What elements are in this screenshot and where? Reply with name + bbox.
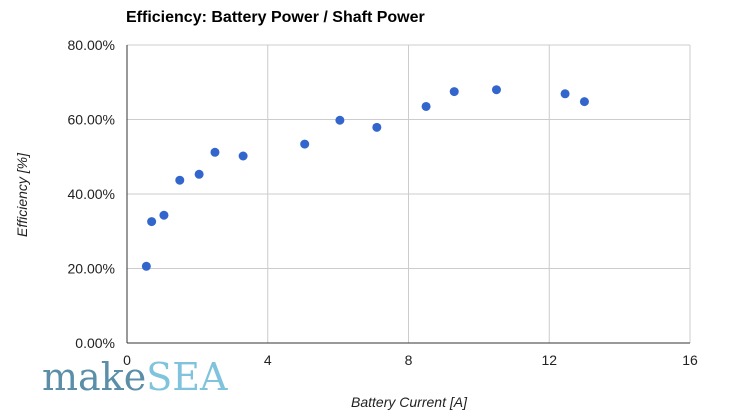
axes (126, 45, 690, 344)
gridlines (127, 44, 691, 343)
data-point (449, 87, 459, 97)
y-tick-label: 0.00% (75, 335, 115, 351)
data-point (300, 139, 310, 149)
data-point (141, 261, 151, 271)
data-point (147, 217, 157, 227)
data-point (421, 101, 431, 111)
logo-make-text: make (42, 355, 146, 399)
data-point (175, 175, 185, 185)
chart-title: Efficiency: Battery Power / Shaft Power (126, 9, 425, 26)
logo-sea-text: SEA (146, 355, 228, 399)
data-point (335, 115, 345, 125)
y-tick-label: 20.00% (68, 261, 115, 277)
data-point (579, 97, 589, 107)
x-axis-label: Battery Current [A] (351, 394, 468, 410)
y-tick-label: 60.00% (68, 112, 115, 128)
x-tick-label: 8 (405, 352, 413, 368)
y-axis-label: Efficiency [%] (14, 152, 30, 237)
x-tick-label: 0 (123, 352, 131, 368)
x-tick-label: 4 (264, 352, 272, 368)
data-point (238, 151, 248, 161)
makesea-logo: makeSEA (42, 355, 228, 399)
data-point (159, 210, 169, 220)
y-tick-label: 80.00% (68, 37, 115, 53)
tick-labels: 0.00% 20.00% 40.00% 60.00% 80.00% 0 4 8 12 16 (68, 37, 698, 368)
y-tick-label: 40.00% (68, 186, 115, 202)
x-tick-label: 16 (682, 352, 698, 368)
x-tick-label: 12 (541, 352, 557, 368)
data-point (560, 89, 570, 99)
data-point (194, 169, 204, 179)
data-points (141, 85, 589, 271)
data-point (491, 85, 501, 95)
data-point (372, 122, 382, 132)
data-point (210, 147, 220, 157)
